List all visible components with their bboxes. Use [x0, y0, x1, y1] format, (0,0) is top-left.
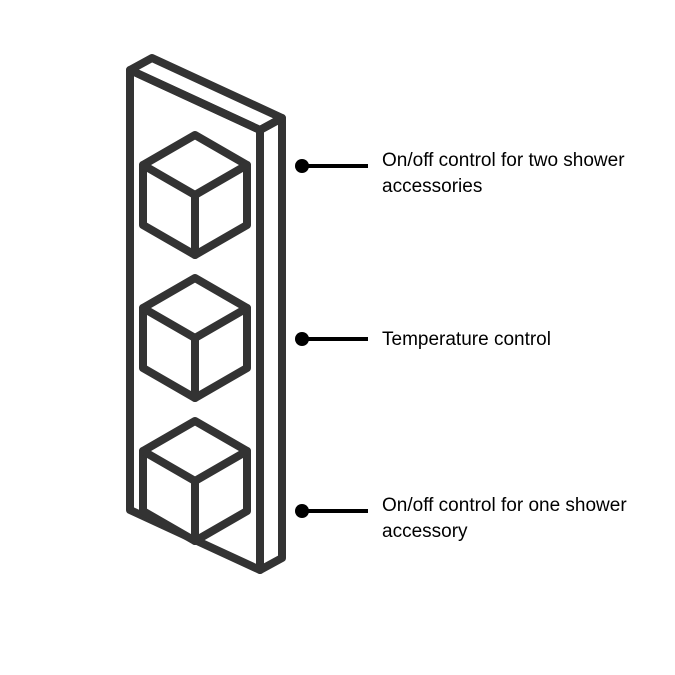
- label-middle: Temperature control: [382, 327, 642, 353]
- control-knob-middle: [143, 278, 247, 398]
- label-top: On/off control for two shower accessorie…: [382, 148, 642, 199]
- callout-2: [295, 332, 368, 346]
- label-bottom: On/off control for one shower accessory: [382, 493, 642, 544]
- callout-3: [295, 504, 368, 518]
- diagram-container: On/off control for two shower accessorie…: [0, 0, 675, 675]
- control-knob-top: [143, 135, 247, 255]
- control-knob-bottom: [143, 421, 247, 541]
- callout-1: [295, 159, 368, 173]
